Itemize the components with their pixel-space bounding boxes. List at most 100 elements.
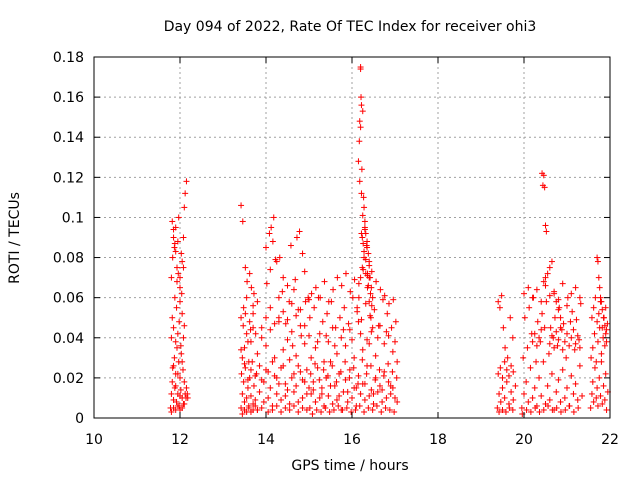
data-point [499,374,506,381]
data-point [263,342,269,349]
data-point [244,278,251,285]
data-point [358,166,365,173]
data-point [587,404,594,411]
data-point [317,294,324,301]
data-point [305,294,312,301]
data-point [353,384,360,391]
data-point [572,380,579,387]
data-point [564,294,571,301]
data-point [603,326,610,333]
data-point [316,330,323,337]
data-point [287,242,294,249]
data-point [594,384,601,391]
data-point [541,324,548,331]
data-point [576,336,583,343]
data-point [369,406,376,413]
data-point [366,274,373,281]
data-point [362,256,369,263]
data-point [268,224,275,231]
data-point [370,390,377,397]
data-point [497,398,504,405]
data-point [594,258,601,265]
data-point [573,316,580,323]
data-point [273,374,280,381]
data-point [183,384,190,391]
data-point [569,308,576,315]
data-point [267,304,274,311]
data-point [247,326,254,333]
data-point [238,314,245,321]
data-point [239,390,246,397]
data-point [385,332,392,339]
data-point [373,278,380,285]
data-point [239,354,246,361]
data-point [381,292,388,299]
data-point [529,338,536,345]
data-point [377,286,384,293]
data-point [279,288,286,295]
data-point [564,384,570,391]
data-point [273,402,280,409]
data-point [170,234,177,241]
data-point [250,382,257,389]
data-point [577,300,584,307]
data-point [321,358,328,365]
data-point [168,274,175,281]
data-point [181,204,188,211]
data-point [263,244,269,251]
data-point [374,388,381,395]
data-point [364,270,371,277]
data-point [324,310,331,317]
data-point [568,334,575,341]
data-point [296,228,303,235]
data-point [379,398,386,405]
data-point [299,394,306,401]
data-point [247,366,254,373]
data-point [170,362,177,369]
data-point [574,396,581,403]
data-point [501,394,508,401]
data-point [570,326,577,333]
data-point [602,330,609,337]
data-point [318,384,325,391]
data-point [543,228,550,235]
data-point [602,370,609,377]
data-point [504,354,511,361]
data-point [540,278,547,285]
data-point [175,214,182,221]
data-point [271,354,278,361]
data-point [362,300,369,307]
data-point [574,332,581,339]
data-point [507,314,514,321]
data-point [358,316,365,323]
data-point [299,404,306,411]
data-point [571,346,578,353]
data-point [286,298,293,305]
data-point [357,274,364,281]
data-point [356,138,363,145]
data-point [183,394,190,401]
data-point [538,392,545,399]
data-point [256,388,263,395]
data-point [532,404,539,411]
data-point [376,366,383,373]
grid-lines [94,57,610,418]
data-point [391,408,398,415]
data-point [278,364,285,371]
data-point [589,344,596,351]
data-point [568,372,575,379]
data-point [293,234,300,241]
data-point [183,178,190,185]
data-point [349,294,356,301]
data-point [303,406,310,413]
data-point [314,364,321,371]
data-point [549,406,556,413]
data-point [368,328,375,335]
data-point [361,380,368,387]
data-point [553,328,560,335]
y-tick-label: 0.02 [53,371,84,387]
data-point [241,398,248,405]
data-point [554,342,561,349]
data-point [301,340,308,347]
data-point [252,396,259,403]
